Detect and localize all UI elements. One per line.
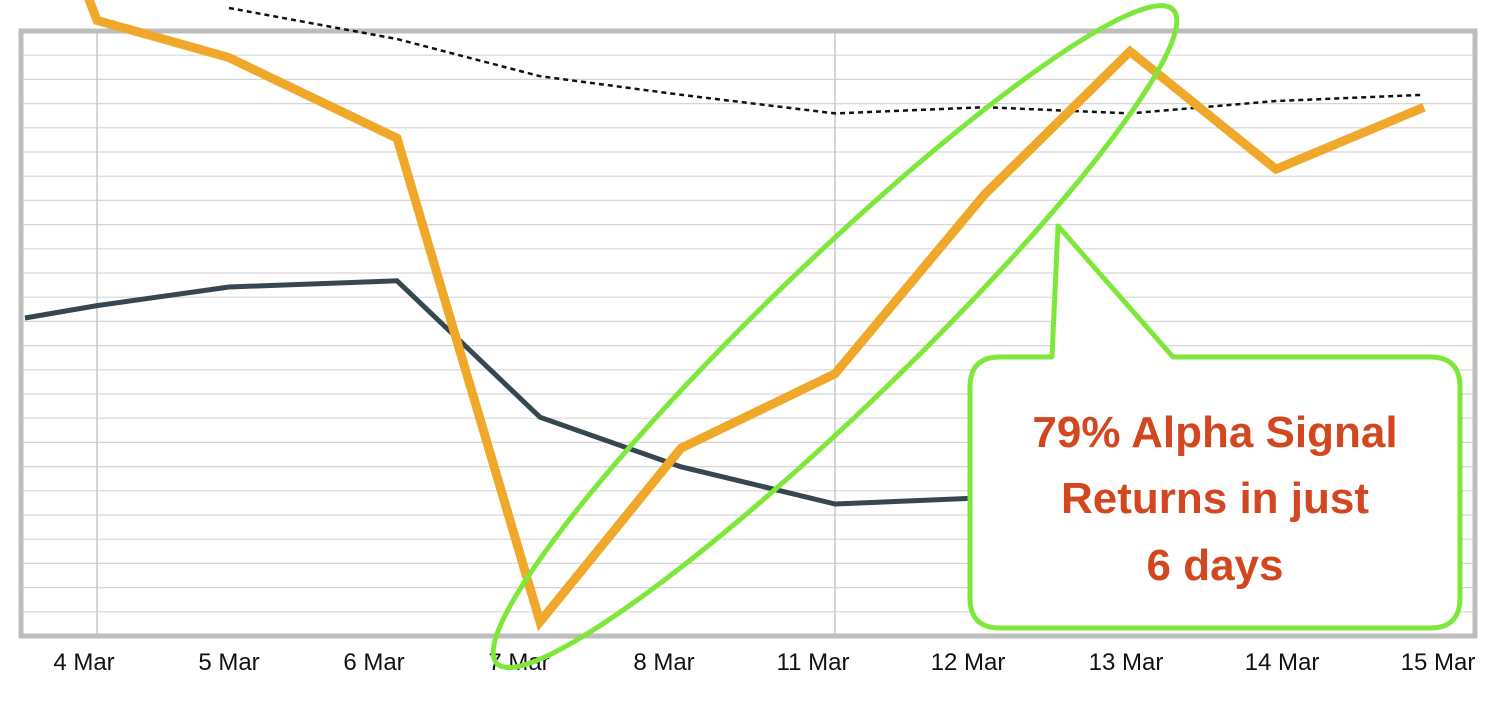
plot-frame [18, 28, 1478, 639]
callout-line-3: 6 days [1147, 541, 1284, 590]
x-axis-tick-labels: 4 Mar 5 Mar 6 Mar 7 Mar 8 Mar 11 Mar 12 Mar 13 … [53, 649, 1475, 676]
series-line-2 [24, 278, 986, 507]
x-tick-label: 5 Mar [198, 649, 259, 676]
callout-box [967, 223, 1463, 631]
x-tick-label: 15 Mar [1401, 649, 1476, 676]
callout-line-1: 79% Alpha Signal [1032, 408, 1397, 457]
series-line-1 [84, 0, 1426, 632]
x-tick-label: 11 Mar [777, 649, 850, 676]
x-tick-label: 14 Mar [1245, 649, 1320, 676]
highlight-ellipse [490, 3, 1180, 671]
x-tick-label: 8 Mar [633, 649, 694, 676]
x-tick-label: 13 Mar [1089, 649, 1164, 676]
x-tick-label: 12 Mar [931, 649, 1006, 676]
x-tick-label: 6 Mar [343, 649, 404, 676]
callout-line-2: Returns in just [1061, 474, 1369, 523]
series-line-3 [228, 6, 1425, 115]
series-layer [24, 0, 1426, 632]
x-tick-label: 4 Mar [53, 649, 114, 676]
vertical-gridlines [96, 31, 836, 636]
